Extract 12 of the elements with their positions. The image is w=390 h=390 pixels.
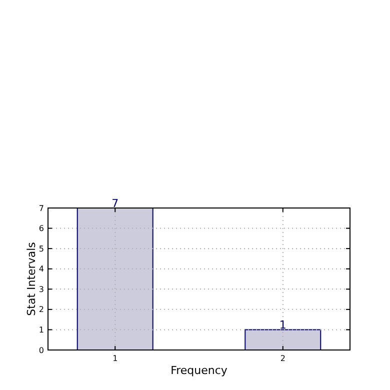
y-tick-label: 4 xyxy=(38,264,44,274)
y-tick-label: 3 xyxy=(38,284,44,294)
y-tick-label: 0 xyxy=(38,346,44,355)
y-tick-label: 5 xyxy=(38,244,44,254)
data-label: 7 xyxy=(112,197,119,210)
y-tick-label: 7 xyxy=(38,204,44,213)
data-label: 1 xyxy=(279,318,286,332)
y-tick-label: 6 xyxy=(38,224,44,234)
x-axis-title: Frequency xyxy=(170,364,228,377)
y-tick-label: 1 xyxy=(38,326,44,335)
y-axis-title: Stat Intervals xyxy=(25,242,38,316)
y-tick-label: 2 xyxy=(38,305,44,314)
